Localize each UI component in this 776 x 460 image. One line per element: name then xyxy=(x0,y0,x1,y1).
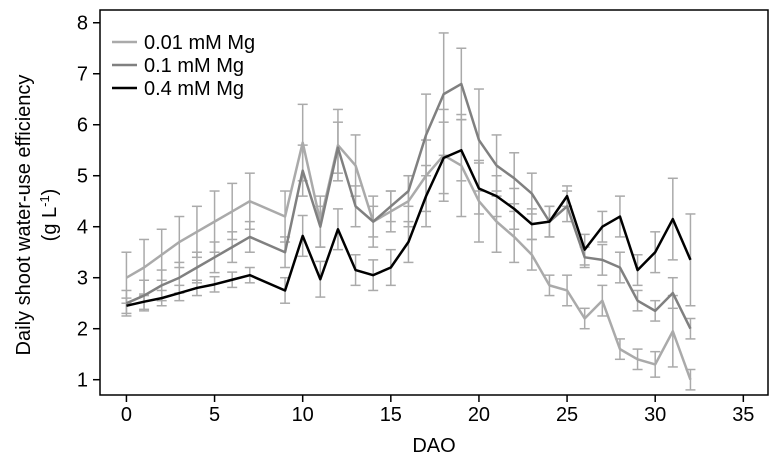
y-tick-label: 3 xyxy=(77,268,88,290)
series-line xyxy=(125,141,692,381)
x-tick-label: 20 xyxy=(468,404,490,426)
y-axis-unit: (g L-1) xyxy=(37,189,61,242)
x-tick-label: 5 xyxy=(209,404,220,426)
plot-frame xyxy=(99,9,769,396)
x-tick-label: 35 xyxy=(732,404,754,426)
unit-part: ) xyxy=(39,189,61,196)
x-tick-label: 15 xyxy=(380,404,402,426)
y-tick-label: 8 xyxy=(77,13,88,35)
legend-label: 0.01 mM Mg xyxy=(144,32,255,54)
y-tick-label: 6 xyxy=(77,115,88,137)
series-line xyxy=(126,148,692,307)
x-tick-label: 0 xyxy=(121,404,132,426)
legend-label: 0.1 mM Mg xyxy=(144,55,244,77)
x-tick-label: 30 xyxy=(644,404,666,426)
y-tick-label: 2 xyxy=(77,319,88,341)
unit-part: (g L xyxy=(39,207,61,241)
y-tick-label: 7 xyxy=(77,64,88,86)
x-tick-label: 25 xyxy=(556,404,578,426)
y-axis-label: Daily shoot water-use efficiency xyxy=(13,75,35,356)
unit-sup: -1 xyxy=(37,195,52,207)
y-tick-label: 5 xyxy=(77,166,88,188)
x-tick-label: 10 xyxy=(292,404,314,426)
legend-label: 0.4 mM Mg xyxy=(144,78,244,100)
series-line xyxy=(125,82,692,330)
y-tick-label: 1 xyxy=(77,370,88,392)
x-axis-label: DAO xyxy=(412,435,455,457)
y-tick-label: 4 xyxy=(77,217,88,239)
